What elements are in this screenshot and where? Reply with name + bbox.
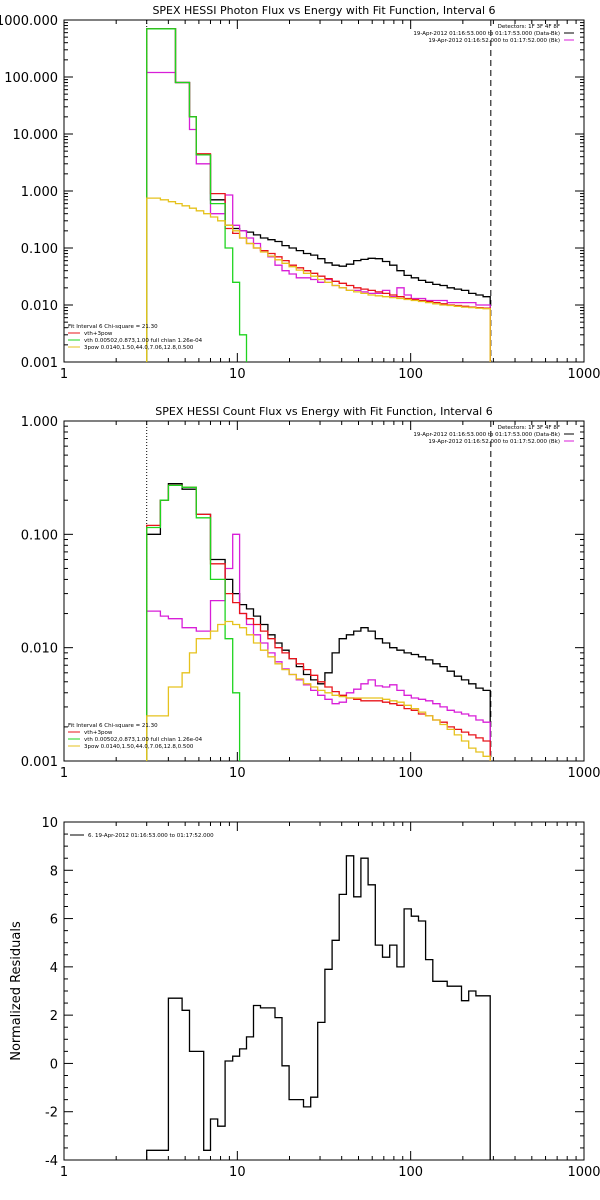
legend-text: 3pow 0.0140,1.50,44.0,7.06,12.8,0.500 [84,744,194,750]
plot-frame [63,821,585,1161]
y-tick-label: 0.100 [21,528,58,543]
data-series-1 [146,28,491,362]
chart-title: SPEX HESSI Count Flux vs Energy with Fit… [155,405,492,418]
y-tick-label: 2 [50,1009,58,1024]
y-tick-label: 100.000 [4,71,58,86]
plot-frame [63,19,585,363]
legend-text: vth+3pow [84,331,113,337]
y-tick-label: -4 [45,1154,58,1169]
data-series-1 [146,855,491,1160]
data-series-5 [146,620,491,761]
chart-panel-3: 1 10 100 1000 -4 -2 0 2 4 6 8 10 Normalized Residual… [9,816,600,1180]
x-tick-label: 1 [60,766,68,781]
legend-text: vth+3pow [84,730,113,736]
y-tick-label: 1.000 [21,185,58,200]
y-tick-label: 0 [50,1057,58,1072]
series-group [146,855,491,1160]
legend-text: 6. 19-Apr-2012 01:16:53.000 to 01:17:52.… [88,833,214,839]
y-tick-label: 1000.000 [0,14,58,29]
x-tick-label: 10 [229,1165,246,1180]
x-tick-label: 100 [398,1165,423,1180]
data-series-3 [146,484,491,761]
legend-text: 19-Apr-2012 01:16:52.000 to 01:17:52.000… [428,439,560,445]
data-series-2 [146,71,491,362]
y-tick-label: 6 [50,913,58,928]
y-tick-label: -2 [45,1106,58,1121]
legend-text: 19-Apr-2012 01:16:53.000 to 01:17:53.000… [413,31,560,37]
x-tick-label: 10 [229,367,246,382]
legend-text: Fit Interval 6 Chi-square = 21.30 [68,324,158,330]
x-tick-label: 100 [398,367,423,382]
legend-text: Fit Interval 6 Chi-square = 21.30 [68,723,158,729]
series-group [146,28,491,362]
y-tick-label: 0.001 [21,755,58,770]
plot-frame [63,420,585,762]
legend-text: Detectors: 1F 3F 4F 8F [498,425,560,431]
legend-text: 3pow 0.0140,1.50,44.0,7.06,12.8,0.500 [84,345,194,351]
chart-title: SPEX HESSI Photon Flux vs Energy with Fi… [152,4,495,17]
y-tick-label: 0.100 [21,242,58,257]
y-tick-label: 4 [50,961,58,976]
legend-text: Detectors: 1F 3F 4F 8F [498,24,560,30]
y-tick-label: 8 [50,864,58,879]
chart-panel-1: SPEX HESSI Photon Flux vs Energy with Fi… [0,4,600,382]
x-tick-label: 100 [398,766,423,781]
data-series-2 [146,533,491,761]
x-tick-label: 1 [60,367,68,382]
y-tick-label: 0.001 [21,356,58,371]
y-tick-label: 0.010 [21,299,58,314]
y-tick-label: 10 [41,816,58,831]
x-tick-label: 1000 [567,367,600,382]
legend-text: 19-Apr-2012 01:16:52.000 to 01:17:52.000… [428,38,560,44]
y-tick-label: 1.000 [21,415,58,430]
legend-text: vth 0.00502,0.873,1.00 full chian 1.26e-… [84,338,203,344]
x-tick-label: 1000 [567,766,600,781]
x-tick-label: 1000 [567,1165,600,1180]
legend-text: 19-Apr-2012 01:16:53.000 to 01:17:53.000… [413,432,560,438]
series-group [146,483,491,761]
x-tick-label: 1 [60,1165,68,1180]
data-series-1 [146,483,491,761]
data-series-4 [146,28,248,362]
data-series-4 [146,484,241,761]
y-axis-label: Normalized Residuals [9,921,24,1061]
legend-text: vth 0.00502,0.873,1.00 full chian 1.26e-… [84,737,203,743]
y-tick-label: 10.000 [13,128,59,143]
data-series-3 [146,28,491,362]
y-tick-label: 0.010 [21,642,58,657]
chart-panel-2: SPEX HESSI Count Flux vs Energy with Fit… [21,405,600,781]
x-tick-label: 10 [229,766,246,781]
data-series-5 [146,197,491,362]
